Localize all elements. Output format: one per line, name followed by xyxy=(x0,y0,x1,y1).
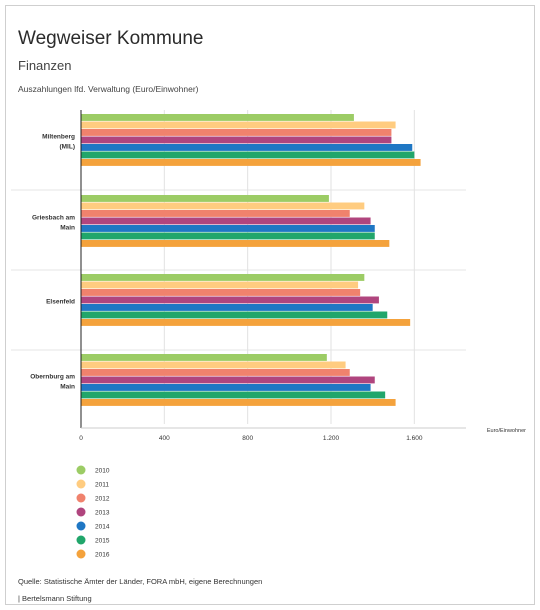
page-title: Wegweiser Kommune xyxy=(18,28,204,49)
legend-swatch-2016 xyxy=(76,549,86,559)
x-tick-label: 400 xyxy=(159,435,170,442)
bar-2015 xyxy=(81,391,386,399)
category-label: Miltenberg (MIL) xyxy=(42,133,75,150)
bar-2012 xyxy=(81,129,392,136)
category-label: Elsenfeld xyxy=(46,298,75,305)
bar-2012 xyxy=(81,210,350,217)
legend-label: 2013 xyxy=(95,510,110,517)
bar-chart: Miltenberg (MIL) Griesbach am Main Elsenfeld… xyxy=(11,110,526,559)
legend-swatch-2013 xyxy=(76,507,86,517)
bar-2016 xyxy=(81,240,390,247)
bar-2010 xyxy=(81,274,365,281)
bar-2010 xyxy=(81,195,329,202)
bar-2010 xyxy=(81,354,327,361)
chart-card: Wegweiser Kommune Finanzen Auszahlungen … xyxy=(5,5,535,605)
bar-2015 xyxy=(81,232,375,240)
bar-2012 xyxy=(81,289,361,296)
legend-label: 2011 xyxy=(95,482,109,489)
bar-2015 xyxy=(81,151,415,159)
legend-swatch-2015 xyxy=(76,535,86,545)
bar-2013 xyxy=(81,136,392,144)
legend-label: 2010 xyxy=(95,468,110,475)
bar-2011 xyxy=(81,281,359,289)
legend-label: 2015 xyxy=(95,538,110,545)
legend-label: 2016 xyxy=(95,552,110,559)
legend-swatch-2011 xyxy=(76,479,86,489)
legend-label: 2014 xyxy=(95,524,110,531)
bar-2010 xyxy=(81,114,354,121)
bar-2014 xyxy=(81,304,373,311)
legend-swatch-2014 xyxy=(76,521,86,531)
source-note: Quelle: Statistische Ämter der Länder, F… xyxy=(18,577,263,586)
page-subtitle: Finanzen xyxy=(18,58,72,73)
bar-2014 xyxy=(81,225,375,232)
category-label: Obernburg am Main xyxy=(30,373,75,390)
bar-2016 xyxy=(81,319,411,326)
bar-2014 xyxy=(81,144,413,151)
bar-2011 xyxy=(81,121,396,129)
bar-2011 xyxy=(81,361,346,369)
x-tick-label: 1.600 xyxy=(406,435,423,442)
bar-2014 xyxy=(81,384,371,391)
bar-2013 xyxy=(81,376,375,384)
bar-2016 xyxy=(81,399,396,406)
x-tick-label: 0 xyxy=(79,435,83,442)
legend-label: 2012 xyxy=(95,496,110,503)
legend-swatch-2012 xyxy=(76,493,86,503)
bar-2013 xyxy=(81,217,371,225)
bar-2015 xyxy=(81,311,388,319)
copyright-note: | Bertelsmann Stiftung xyxy=(18,594,92,603)
x-tick-label: 800 xyxy=(242,435,253,442)
category-label: Griesbach am Main xyxy=(32,214,75,231)
chart-caption: Auszahlungen lfd. Verwaltung (Euro/Einwo… xyxy=(18,84,199,94)
bar-2016 xyxy=(81,159,421,166)
bar-2012 xyxy=(81,369,350,376)
x-tick-label: 1.200 xyxy=(323,435,340,442)
x-axis-label: Euro/Einwohner xyxy=(487,428,526,434)
bar-2011 xyxy=(81,202,365,210)
bar-2013 xyxy=(81,296,379,304)
legend-swatch-2010 xyxy=(76,465,86,475)
